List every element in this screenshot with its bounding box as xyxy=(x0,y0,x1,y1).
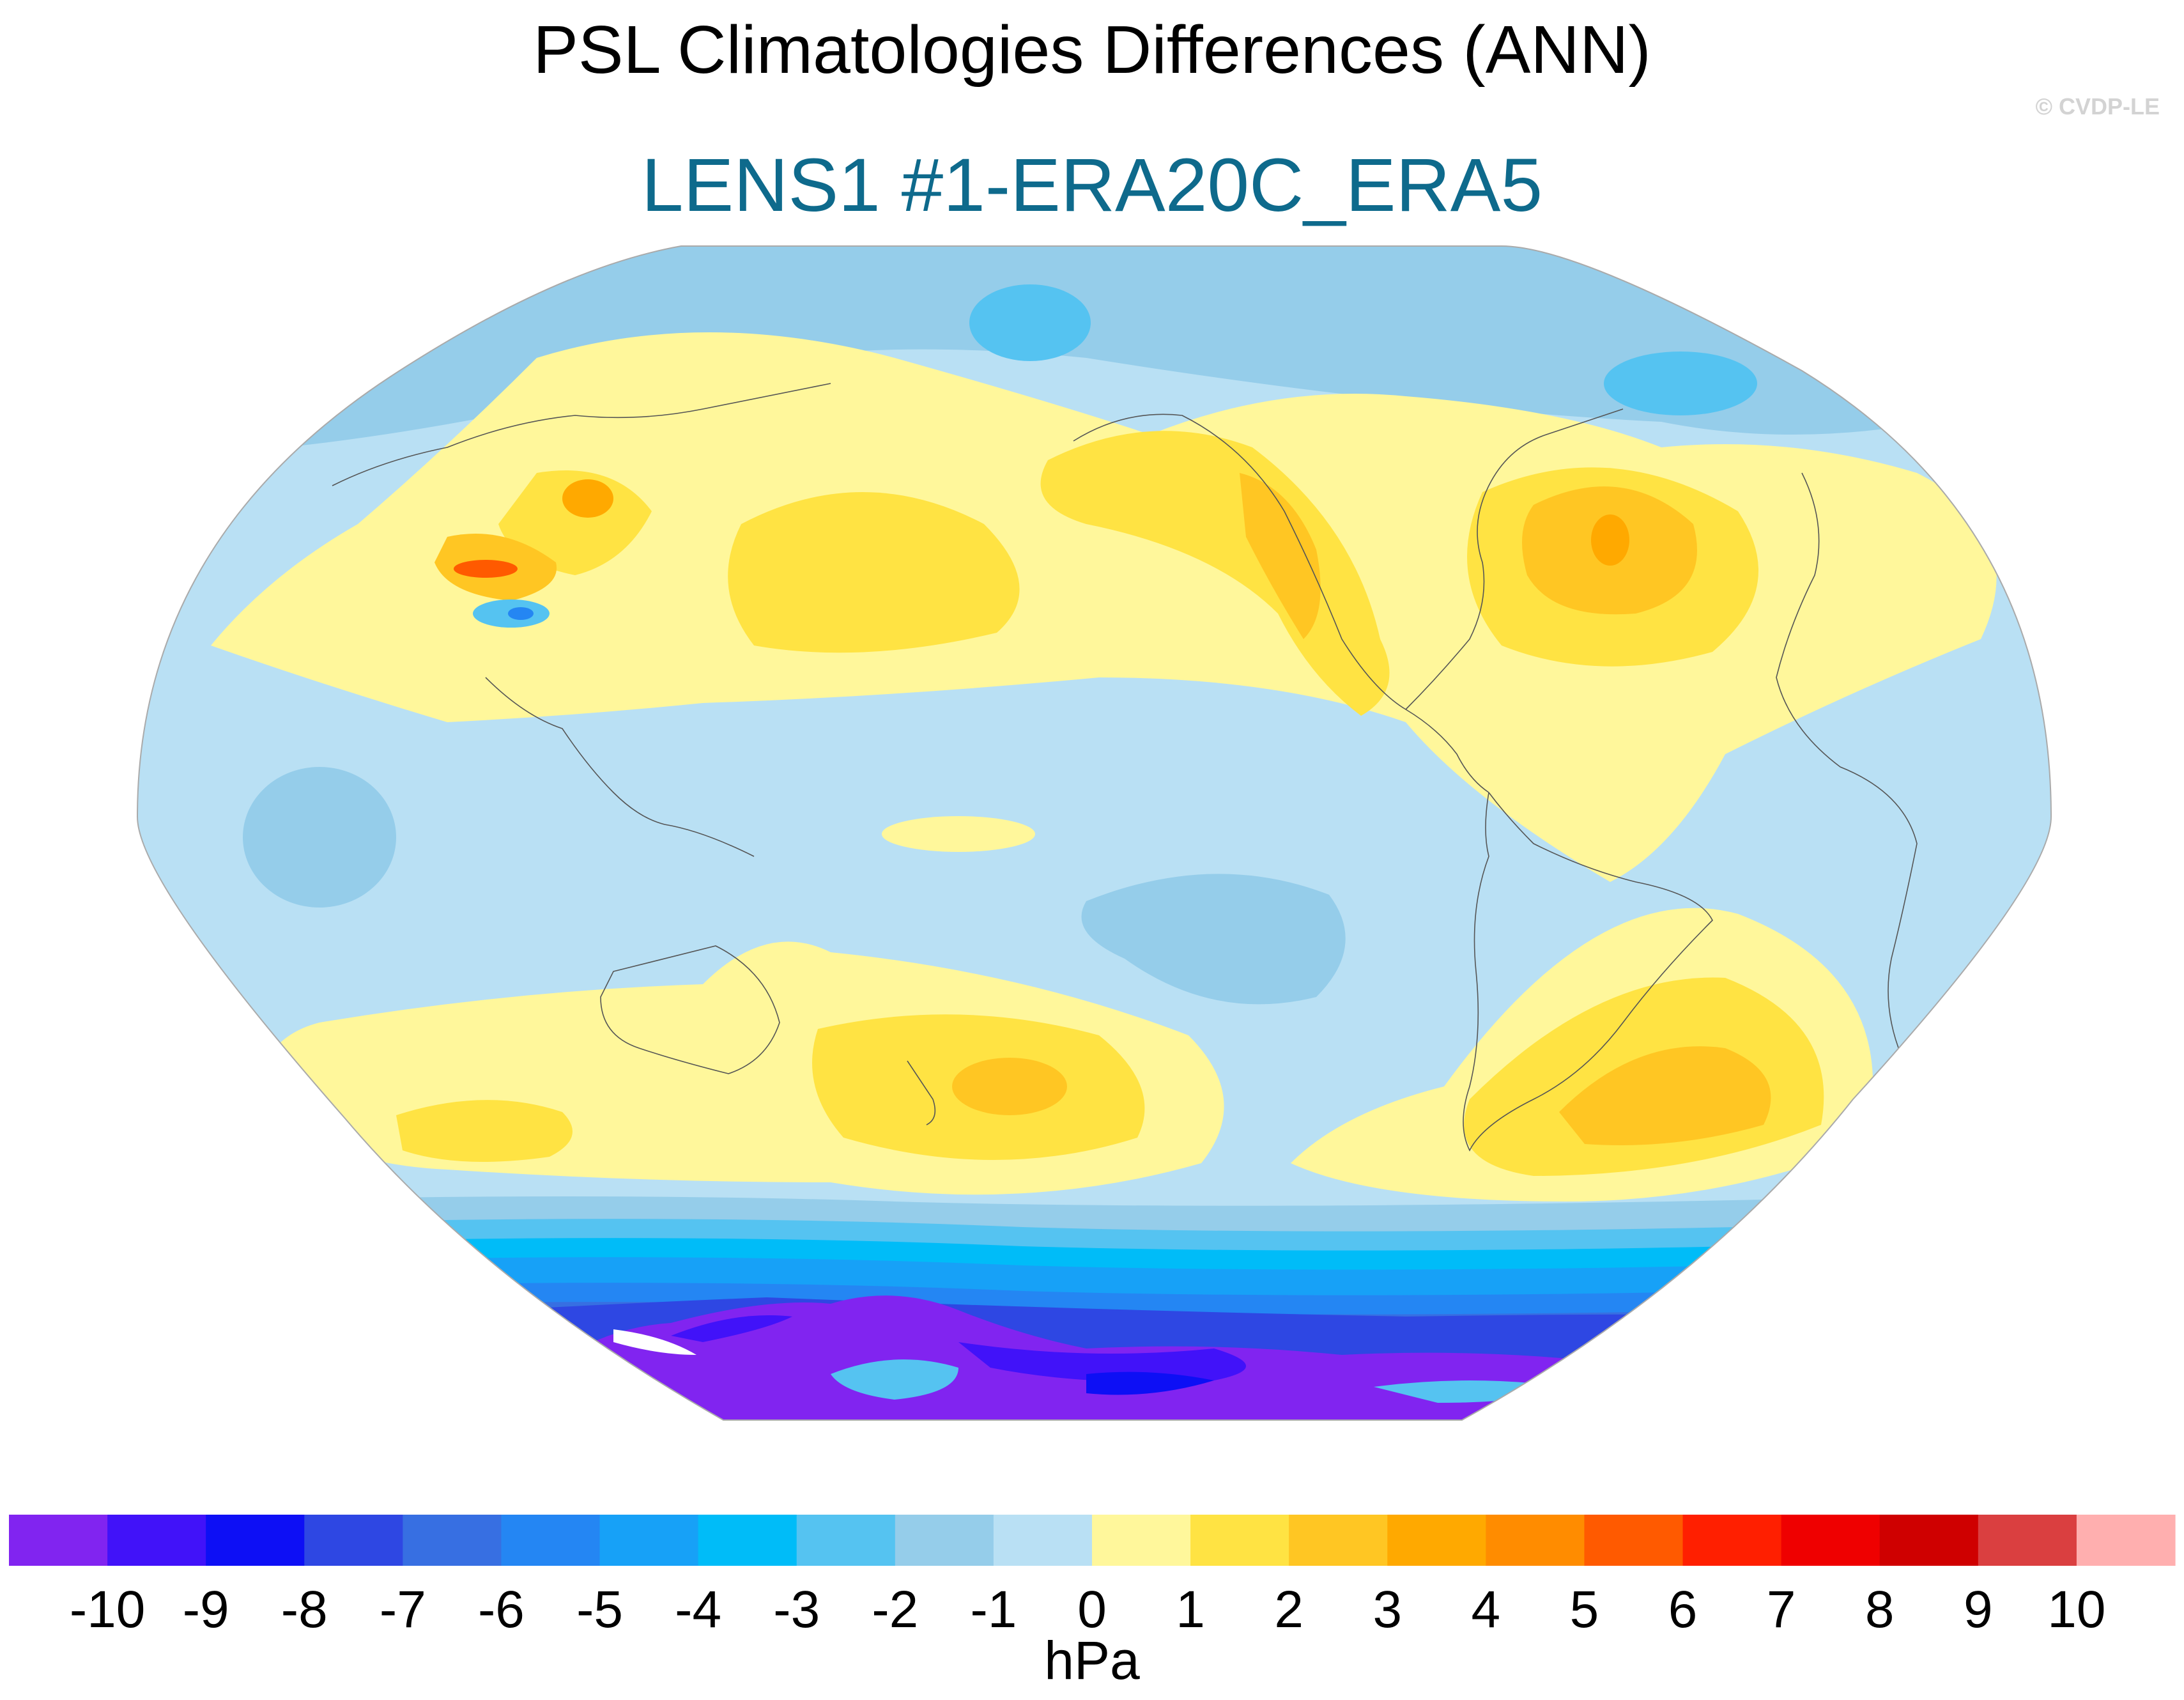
antarctic-band-9b xyxy=(958,1342,1246,1382)
tibetan-minimum-core xyxy=(508,607,534,620)
plot-subtitle: LENS1 #1-ERA20C_ERA5 xyxy=(641,143,1543,228)
colorbar-swatch xyxy=(9,1515,108,1566)
colorbar-swatch xyxy=(993,1515,1093,1566)
north-america-east-coast xyxy=(1405,408,1624,710)
colorbar-swatch xyxy=(107,1515,206,1566)
new-zealand-positive-core xyxy=(952,1058,1067,1115)
arctic-negative-region xyxy=(137,246,2051,460)
colorbar-swatch xyxy=(2076,1515,2176,1566)
colorbar-swatch xyxy=(1584,1515,1684,1566)
watermark: © CVDP-LE xyxy=(2035,93,2160,120)
south-atlantic-core xyxy=(1559,1046,1771,1145)
coastlines xyxy=(332,383,1956,1152)
colorbar-swatch xyxy=(1092,1515,1191,1566)
arctic-minimum-1 xyxy=(969,284,1091,361)
colorbar-units: hPa xyxy=(1044,1630,1140,1690)
australia-coast xyxy=(600,945,780,1074)
south-indian-positive-core xyxy=(396,1100,573,1162)
colorbar-tick-label: -10 xyxy=(70,1580,146,1639)
colorbar-tick-labels: -10 -9 -8 -7 -6 -5 -4 -3 -2 -1 0 1 2 3 4 5 6 7 8 9 10 xyxy=(70,1580,2106,1639)
colorbar-tick-label: -9 xyxy=(183,1580,229,1639)
arctic-minimum-2 xyxy=(1604,352,1757,415)
south-pacific-negative xyxy=(1081,874,1346,1005)
colorbar-tick-label: -8 xyxy=(281,1580,328,1639)
colorbar-swatch xyxy=(1781,1515,1880,1566)
colorbar-tick-label: -6 xyxy=(478,1580,525,1639)
colorbar-tick-label: -7 xyxy=(380,1580,426,1639)
colorbar-swatch xyxy=(796,1515,896,1566)
colorbar-swatch xyxy=(403,1515,502,1566)
south-america-coast xyxy=(1463,792,1713,1152)
colorbar-swatch xyxy=(1682,1515,1782,1566)
colorbar-swatch xyxy=(1289,1515,1388,1566)
north-positive-belt xyxy=(211,332,1997,882)
colorbar-swatch xyxy=(1190,1515,1289,1566)
colorbar-tick-label: 0 xyxy=(1077,1580,1107,1639)
colorbar-tick-label: -3 xyxy=(773,1580,820,1639)
colorbar-swatch xyxy=(1879,1515,1979,1566)
colorbar-tick-label: 8 xyxy=(1865,1580,1895,1639)
equatorial-positive-patch xyxy=(882,816,1035,852)
north-atlantic-max xyxy=(1591,514,1629,566)
indian-ocean-negative xyxy=(243,767,396,908)
colorbar-swatch xyxy=(501,1515,601,1566)
central-asia-positive xyxy=(498,470,652,575)
colorbar-tick-label: 2 xyxy=(1274,1580,1303,1639)
asia-north-coast xyxy=(332,383,831,486)
colorbar-swatch xyxy=(599,1515,699,1566)
north-pacific-positive xyxy=(728,492,1020,653)
colorbar-tick-label: -4 xyxy=(675,1580,721,1639)
colorbar-tick-label: 4 xyxy=(1472,1580,1501,1639)
southeast-asia-coast xyxy=(485,677,755,857)
colorbar-tick-label: -1 xyxy=(970,1580,1017,1639)
colorbar-tick-label: 1 xyxy=(1176,1580,1205,1639)
central-asia-max xyxy=(562,479,613,518)
plot-title: PSL Climatologies Differences (ANN) xyxy=(533,12,1651,88)
colorbar-tick-label: 10 xyxy=(2047,1580,2105,1639)
africa-europe-coast xyxy=(1776,472,1956,1093)
globe-outline xyxy=(136,245,2052,1421)
colorbar-tick-label: 6 xyxy=(1668,1580,1698,1639)
colorbar-swatch xyxy=(206,1515,305,1566)
colorbar-tick-label: -2 xyxy=(872,1580,918,1639)
colorbar-tick-label: 7 xyxy=(1767,1580,1796,1639)
new-zealand-coast xyxy=(907,1060,936,1125)
antarctic-band-9 xyxy=(671,1315,792,1342)
colorbar-swatch xyxy=(1486,1515,1585,1566)
colorbar-tick-label: 3 xyxy=(1373,1580,1402,1639)
tibetan-max xyxy=(454,560,518,578)
colorbar-swatch xyxy=(1978,1515,2077,1566)
colorbar-tick-label: 9 xyxy=(1964,1580,1993,1639)
antarctic-peninsula-feature xyxy=(613,1329,696,1355)
colorbar-swatch xyxy=(1387,1515,1486,1566)
antarctic-shelf-feature-1 xyxy=(831,1359,958,1400)
antarctic-band-8b xyxy=(1086,1372,1214,1395)
colorbar-tick-label: 5 xyxy=(1570,1580,1599,1639)
colorbar-swatch xyxy=(698,1515,797,1566)
colorbar-swatch xyxy=(895,1515,994,1566)
rockies-positive-core xyxy=(1240,473,1321,639)
north-america-west-coast xyxy=(1073,413,1489,793)
colorbar-swatches xyxy=(9,1515,2176,1566)
north-america-positive xyxy=(1040,431,1390,716)
colorbar-tick-label: -5 xyxy=(576,1580,623,1639)
colorbar-swatch xyxy=(304,1515,403,1566)
